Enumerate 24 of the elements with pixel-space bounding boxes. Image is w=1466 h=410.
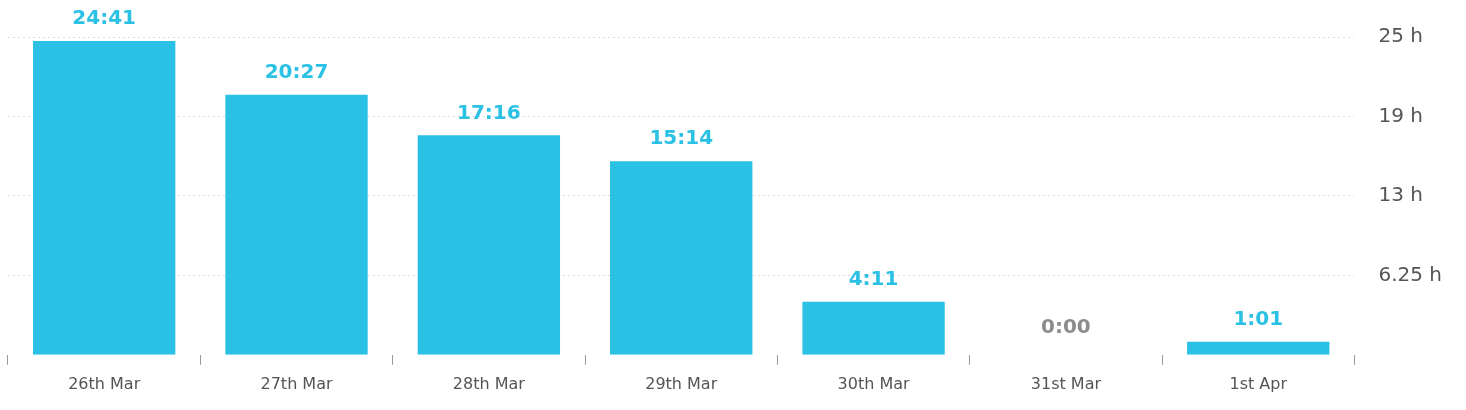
bar: [1187, 341, 1330, 355]
data-label: 0:00: [1041, 314, 1091, 338]
x-tick-label: 28th Mar: [452, 373, 526, 393]
y-tick-label: 6.25 h: [1378, 261, 1443, 286]
y-tick-label: 19 h: [1378, 102, 1423, 127]
y-tick-label: 25 h: [1378, 23, 1423, 48]
x-tick-label: 27th Mar: [260, 373, 333, 393]
x-tick-label: 26th Mar: [68, 373, 141, 393]
bar: [802, 301, 945, 355]
data-label: 24:41: [72, 5, 137, 30]
x-tick-label: 31st Mar: [1030, 373, 1102, 393]
data-label: 1:01: [1233, 306, 1284, 331]
x-tick-label: 30th Mar: [837, 373, 911, 393]
data-label: 20:27: [264, 59, 329, 84]
bar: [610, 161, 753, 355]
data-label: 15:14: [649, 125, 714, 150]
y-tick-label: 13 h: [1378, 182, 1423, 207]
x-tick-label: 1st Apr: [1229, 373, 1288, 393]
bar: [225, 94, 368, 355]
x-tick-label: 29th Mar: [645, 373, 718, 393]
data-label: 4:11: [848, 265, 899, 290]
bar: [33, 41, 176, 355]
data-label: 17:16: [457, 99, 521, 124]
bar: [417, 135, 561, 355]
